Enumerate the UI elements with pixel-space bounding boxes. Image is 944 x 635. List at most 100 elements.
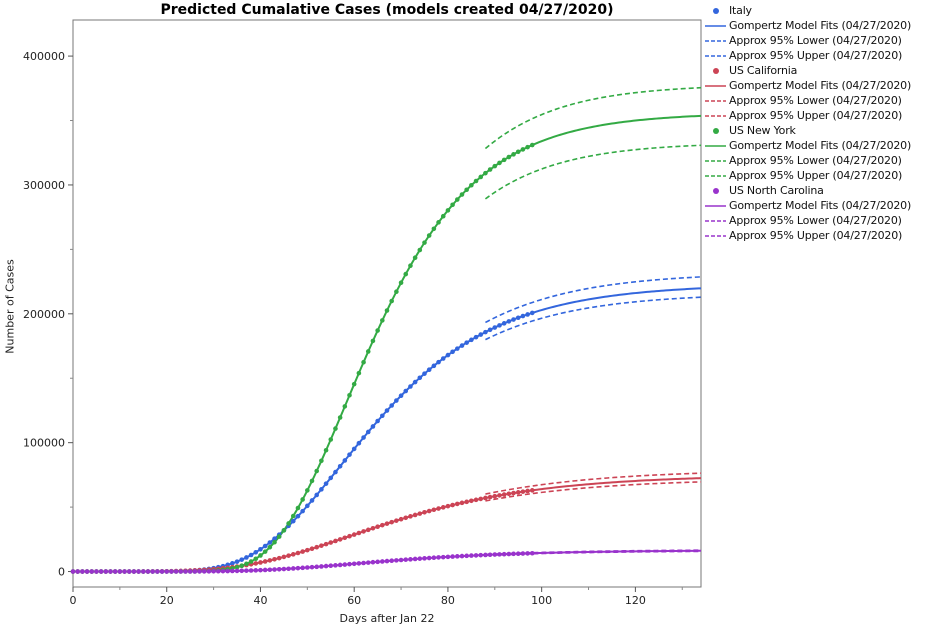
legend-label: Gompertz Model Fits (04/27/2020) [729,199,912,212]
data-point [515,490,521,495]
data-point [497,552,502,557]
data-point [417,556,423,561]
legend-entry: Gompertz Model Fits (04/27/2020) [704,78,942,93]
data-point [469,498,474,504]
data-point [384,408,390,413]
data-point [248,559,254,564]
data-point [361,359,366,365]
data-point [155,569,160,574]
legend-line-icon [705,115,726,117]
data-point [206,569,212,574]
data-point [473,334,479,340]
data-point [248,552,254,558]
x-tick-label: 60 [347,594,361,607]
data-point [389,519,394,525]
data-point [300,508,305,514]
data-point [422,371,427,376]
data-point [117,569,123,574]
data-point [445,554,451,560]
data-point [365,560,371,565]
data-point [487,327,493,333]
data-point [417,375,423,381]
legend-line-icon [705,145,726,147]
data-point [511,551,516,557]
data-point [258,567,263,573]
data-point [431,555,437,561]
data-point [525,144,530,150]
data-point [305,547,310,553]
data-point [483,170,488,176]
data-point [389,403,394,408]
data-point [375,328,380,333]
data-point [347,392,352,398]
data-point [253,568,259,573]
data-point [272,536,277,541]
data-point [351,446,357,452]
legend-entry: Approx 95% Upper (04/27/2020) [704,168,942,183]
legend-entry: Approx 95% Lower (04/27/2020) [704,33,942,48]
data-point [487,494,493,500]
data-point [459,500,465,506]
legend-marker-icon [713,8,719,14]
x-tick-label: 120 [625,594,646,607]
data-point [295,550,301,556]
data-point [380,318,385,323]
y-tick-label: 0 [58,566,65,579]
data-point [440,505,446,510]
data-point [398,516,404,522]
data-point [333,469,338,475]
data-point [511,490,516,496]
data-point [426,555,432,561]
data-point [356,440,362,446]
data-point [459,343,465,348]
data-point [323,447,329,453]
data-point [300,565,305,571]
gompertz-fit-line [73,114,702,573]
data-point [455,501,460,507]
data-point [234,568,240,574]
data-point [94,569,99,574]
legend-label: Approx 95% Upper (04/27/2020) [729,169,903,182]
data-point [469,337,474,343]
data-point [112,569,118,574]
upper-95-band-line [485,276,702,324]
data-point [515,551,521,556]
legend-label: Italy [729,4,752,17]
data-point [108,569,113,574]
y-tick-label: 200000 [23,308,65,321]
data-point [529,142,535,148]
y-tick-label: 100000 [23,437,65,450]
data-point [440,554,446,560]
data-point [356,561,362,566]
data-point [380,522,385,528]
data-point [506,319,512,324]
data-point [408,384,413,389]
data-point [319,458,324,464]
data-point [394,398,399,403]
data-point [281,528,287,533]
data-point [380,413,385,419]
data-point [431,226,437,232]
data-point [483,495,488,501]
data-point [408,263,413,269]
data-point [333,538,338,544]
plot-frame [72,19,702,588]
data-point [412,556,418,562]
data-point [450,554,455,559]
data-point [436,555,441,560]
data-point [412,379,418,385]
data-point [501,321,507,326]
data-point [286,566,291,572]
data-point [239,568,245,574]
data-point [417,511,423,516]
data-point [230,561,235,566]
legend-entry: Approx 95% Lower (04/27/2020) [704,213,942,228]
legend-line-icon [705,235,726,237]
data-point [234,564,240,570]
data-point [426,508,432,514]
legend-label: Approx 95% Upper (04/27/2020) [729,229,903,242]
data-point [258,546,263,552]
legend-line-icon [705,40,726,42]
data-point [497,493,502,498]
data-point [183,569,188,574]
